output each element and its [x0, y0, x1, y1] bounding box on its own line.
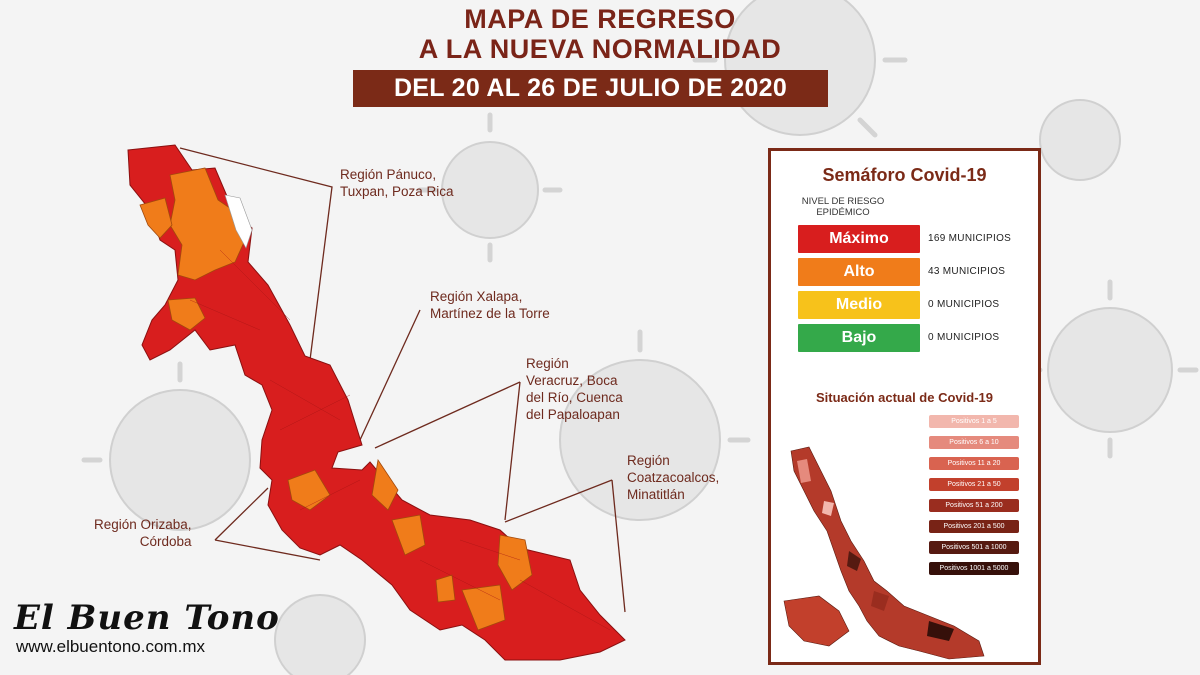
legend-6-10: Positivos 6 a 10 — [929, 436, 1019, 449]
region-label-orizaba: Región Orizaba, Córdoba — [94, 517, 192, 549]
risk-level-alto: Alto — [798, 258, 920, 286]
leader-line-coatza — [504, 479, 613, 523]
risk-count-bajo: 0 MUNICIPIOS — [928, 332, 1000, 343]
alto-zone-sierra — [167, 297, 206, 331]
alto-zone-central — [371, 458, 399, 511]
legend-51-200: Positivos 51 a 200 — [929, 499, 1019, 512]
legend-501-1000: Positivos 501 a 1000 — [929, 541, 1019, 554]
brand-url[interactable]: www.elbuentono.com.mx — [16, 637, 205, 656]
leader-line-veracruz-2 — [504, 381, 521, 521]
leader-line-coatza-2 — [611, 479, 626, 613]
legend-1-5: Positivos 1 a 5 — [929, 415, 1019, 428]
leader-line-orizaba-2 — [214, 539, 321, 561]
leader-line-veracruz — [374, 381, 521, 449]
semaforo-title: Semáforo Covid-19 — [822, 165, 987, 185]
legend-21-50: Positivos 21 a 50 — [929, 478, 1019, 491]
risk-level-bajo: Bajo — [798, 324, 920, 352]
risk-level-medio: Medio — [798, 291, 920, 319]
risk-header: NIVEL DE RIESGO EPIDÉMICO — [801, 196, 885, 218]
map-title-line1: MAPA DE REGRESO — [464, 4, 736, 34]
alto-zone-northwest — [139, 197, 173, 239]
situacion-title: Situación actual de Covid-19 — [816, 390, 993, 405]
brand-logo: El Buen Tono — [14, 598, 280, 638]
risk-count-medio: 0 MUNICIPIOS — [928, 299, 1000, 310]
date-banner: DEL 20 AL 26 DE JULIO DE 2020 — [353, 70, 828, 107]
mini-map-covid-cases — [783, 446, 985, 660]
region-label-coatzacoalcos: Región Coatzacoalcos, Minatitlán — [627, 453, 720, 502]
leader-line-xalapa — [359, 309, 421, 441]
legend-201-500: Positivos 201 a 500 — [929, 520, 1019, 533]
region-label-xalapa: Región Xalapa, Martínez de la Torre — [430, 289, 550, 321]
risk-count-maximo: 169 MUNICIPIOS — [928, 233, 1012, 244]
alto-zone-south — [497, 534, 533, 591]
tamiahua-lagoon — [224, 194, 253, 249]
risk-level-maximo: Máximo — [798, 225, 920, 253]
legend-1001-5000: Positivos 1001 a 5000 — [929, 562, 1019, 575]
region-maximo-area — [127, 144, 626, 661]
region-label-panuco: Región Pánuco, Tuxpan, Poza Rica — [340, 167, 454, 199]
risk-count-alto: 43 MUNICIPIOS — [928, 266, 1006, 277]
legend-11-20: Positivos 11 a 20 — [929, 457, 1019, 470]
alto-zone-papaloapan — [391, 514, 426, 556]
leader-line-panuco — [179, 147, 333, 361]
semaforo-panel: Semáforo Covid-19 NIVEL DE RIESGO EPIDÉM… — [768, 148, 1041, 665]
alto-zone-tuxtlas — [461, 584, 506, 631]
map-title-line2: A LA NUEVA NORMALIDAD — [418, 34, 782, 64]
leader-line-orizaba — [214, 487, 269, 541]
region-label-veracruz: Región Veracruz, Boca del Río, Cuenca de… — [526, 356, 623, 422]
alto-zone-small — [435, 574, 456, 603]
